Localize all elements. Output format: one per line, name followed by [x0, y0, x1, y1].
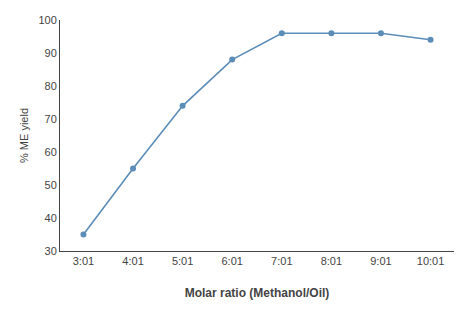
svg-text:100: 100: [38, 14, 56, 26]
svg-text:50: 50: [45, 179, 57, 191]
svg-text:5:01: 5:01: [172, 255, 193, 267]
svg-text:Molar ratio (Methanol/Oil): Molar ratio (Methanol/Oil): [185, 286, 330, 300]
svg-text:30: 30: [45, 245, 57, 257]
svg-text:80: 80: [45, 80, 57, 92]
svg-text:60: 60: [45, 146, 57, 158]
svg-text:4:01: 4:01: [122, 255, 143, 267]
svg-text:6:01: 6:01: [221, 255, 242, 267]
svg-text:7:01: 7:01: [271, 255, 292, 267]
svg-text:10:01: 10:01: [417, 255, 445, 267]
svg-text:8:01: 8:01: [321, 255, 342, 267]
svg-text:9:01: 9:01: [370, 255, 391, 267]
svg-text:% ME yield: % ME yield: [18, 108, 30, 163]
svg-text:40: 40: [45, 212, 57, 224]
svg-text:70: 70: [45, 113, 57, 125]
svg-text:90: 90: [45, 47, 57, 59]
svg-text:3:01: 3:01: [73, 255, 94, 267]
